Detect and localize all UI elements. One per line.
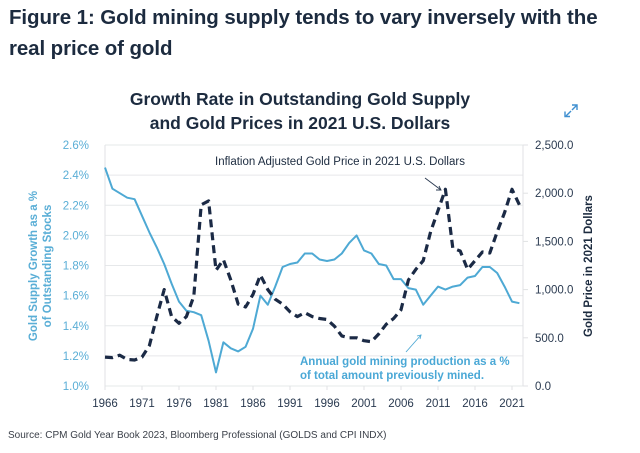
y-axis-right-title: Gold Price in 2021 Dollars <box>583 195 595 337</box>
chart-title-line-1: Growth Rate in Outstanding Gold Supply <box>129 89 471 109</box>
y-axis-right-tick-label: 0.0 <box>535 381 551 393</box>
x-axis-tick-label: 1996 <box>314 398 340 410</box>
x-axis-tick-label: 2011 <box>426 398 451 410</box>
price-annotation: Inflation Adjusted Gold Price in 2021 U.… <box>215 156 465 168</box>
x-axis-tick-label: 1971 <box>129 398 155 410</box>
y-axis-right-tick-label: 1,000.0 <box>535 285 573 297</box>
chart-title: Growth Rate in Outstanding Gold Supply a… <box>100 87 500 135</box>
y-axis-left-tick-label: 2.2% <box>63 200 89 212</box>
y-axis-left-ticks: 2.6% 2.4% 2.2% 2.0% 1.8% 1.6% 1.4% 1.2% 1.0% <box>63 140 89 393</box>
supply-annotation-arrowhead <box>416 334 422 340</box>
y-axis-left-tick-label: 1.0% <box>63 381 89 393</box>
gold-price-line <box>104 187 521 362</box>
x-axis-tick-label: 1986 <box>240 398 266 410</box>
supply-annotation-line-1: Annual gold mining production as a % <box>300 356 510 368</box>
source-note: Source: CPM Gold Year Book 2023, Bloombe… <box>8 430 387 441</box>
y-axis-left-title-line-1: Gold Supply Growth as a % <box>28 191 40 341</box>
y-axis-left-tick-label: 2.0% <box>63 230 89 242</box>
x-axis-tick-label: 2006 <box>388 398 414 410</box>
expand-arrows-icon[interactable] <box>561 103 581 119</box>
gridlines <box>104 144 528 390</box>
x-axis-tick-label: 2016 <box>462 398 488 410</box>
y-axis-left-tick-label: 1.8% <box>63 261 89 273</box>
supply-annotation-line-2: of total amount previously mined. <box>300 370 484 382</box>
y-axis-left-tick-label: 2.6% <box>63 140 89 152</box>
price-annotation-arrowhead <box>436 185 442 191</box>
y-axis-left-tick-label: 1.2% <box>63 351 89 363</box>
y-axis-left-tick-label: 1.6% <box>63 291 89 303</box>
y-axis-left-tick-label: 1.4% <box>63 321 89 333</box>
x-axis-tick-label: 2001 <box>351 398 377 410</box>
y-axis-left-title-line-2: of Outstanding Stocks <box>42 205 54 328</box>
y-axis-left-tick-label: 2.4% <box>63 170 89 182</box>
x-axis-ticks: 1966 1971 1976 1981 1986 1991 1996 2001 2006 2011… <box>92 386 525 410</box>
y-axis-right-tick-label: 500.0 <box>535 333 564 345</box>
figure-title: Figure 1: Gold mining supply tends to va… <box>9 6 598 60</box>
x-axis-tick-label: 1981 <box>203 398 229 410</box>
supply-annotation-arrow <box>405 334 422 353</box>
x-axis-tick-label: 1966 <box>92 398 118 410</box>
chart-title-line-2: and Gold Prices in 2021 U.S. Dollars <box>149 113 451 133</box>
price-annotation-arrow <box>424 177 442 191</box>
x-axis-tick-label: 1976 <box>166 398 192 410</box>
x-axis-tick-label: 1991 <box>277 398 303 410</box>
y-axis-right-tick-label: 2,500.0 <box>535 140 573 152</box>
supply-growth-line <box>104 167 520 374</box>
y-axis-right-ticks: 2,500.0 2,000.0 1,500.0 1,000.0 500.0 0.0 <box>535 140 573 393</box>
y-axis-right-tick-label: 2,000.0 <box>535 188 573 200</box>
x-axis-tick-label: 2021 <box>499 398 525 410</box>
series-lines <box>104 167 521 374</box>
y-axis-right-tick-label: 1,500.0 <box>535 236 573 248</box>
